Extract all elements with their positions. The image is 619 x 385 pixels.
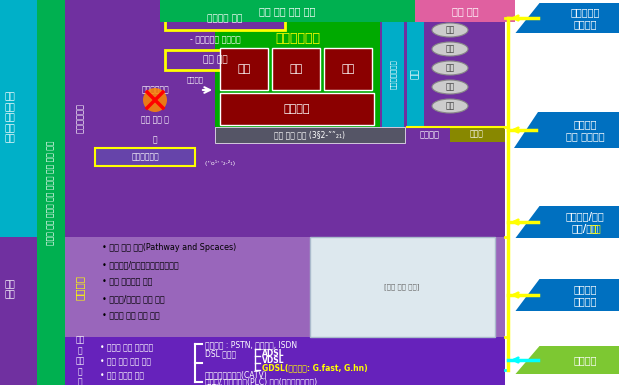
- Text: 방지주수설정: 방지주수설정: [131, 152, 159, 161]
- Bar: [220, 93, 374, 125]
- Text: 방송
통신
서비
스안
정화: 방송 통신 서비 스안 정화: [4, 93, 15, 143]
- Text: 일반시설요건: 일반시설요건: [76, 103, 85, 133]
- Ellipse shape: [432, 61, 468, 75]
- Text: 방출 위해 방: 방출 위해 방: [141, 116, 169, 124]
- Text: 방송통신설비: 방송통신설비: [275, 32, 321, 45]
- Text: 구내통신: 구내통신: [75, 275, 85, 300]
- Text: 지: 지: [153, 136, 157, 144]
- Text: 환경 요인: 환경 요인: [452, 6, 478, 16]
- Text: 지진: 지진: [446, 82, 454, 92]
- Polygon shape: [516, 206, 619, 238]
- Text: ('ˈo¹' '₂-²₁): ('ˈo¹' '₂-²₁): [205, 160, 235, 166]
- Text: 통합 보안: 통합 보안: [202, 55, 227, 65]
- Bar: [450, 127, 505, 142]
- Text: 접지: 접지: [589, 223, 601, 233]
- Polygon shape: [516, 3, 619, 33]
- Text: • 단말 최저 성능 요건: • 단말 최저 성능 요건: [100, 357, 151, 366]
- Text: 구내통신/선로
설비/접지: 구내통신/선로 설비/접지: [566, 211, 604, 233]
- Bar: [65, 237, 505, 337]
- Polygon shape: [516, 279, 619, 311]
- Text: 광단말/ 전력선통신(PLC) 모뎀(홈네트워크설비): 광단말/ 전력선통신(PLC) 모뎀(홈네트워크설비): [205, 377, 317, 385]
- Text: 안전신뢰성
기술기준: 안전신뢰성 기술기준: [570, 7, 600, 29]
- Text: 시설 조건 형성 (3§2-˜˜₂₁): 시설 조건 형성 (3§2-˜˜₂₁): [274, 131, 345, 139]
- Bar: [382, 22, 404, 127]
- Bar: [324, 48, 372, 90]
- Text: 전기안전: 전기안전: [573, 355, 597, 365]
- Bar: [0, 0, 37, 237]
- Text: • 구내통신/이동통신구내선로설비: • 구내통신/이동통신구내선로설비: [102, 260, 179, 269]
- Text: 신호전송: 신호전송: [186, 77, 204, 83]
- Text: GDSL(기가통신: G.fast, G.hn): GDSL(기가통신: G.fast, G.hn): [262, 363, 368, 372]
- Bar: [215, 22, 380, 127]
- Text: 기저통신 : PSTN, 모뎀통신, ISDN: 기저통신 : PSTN, 모뎀통신, ISDN: [205, 340, 297, 349]
- Text: 서비
스
단말
레
벨: 서비 스 단말 레 벨: [76, 336, 85, 385]
- Text: 단말장치
기술기준: 단말장치 기술기준: [573, 284, 597, 306]
- Bar: [165, 50, 265, 70]
- Text: • 설치 공간 확보(Pathway and Spcaces): • 설치 공간 확보(Pathway and Spcaces): [102, 243, 236, 252]
- Text: 단말: 단말: [341, 64, 355, 74]
- Ellipse shape: [432, 23, 468, 37]
- Text: VDSL: VDSL: [262, 356, 285, 365]
- Text: 수해: 수해: [446, 45, 454, 54]
- Text: 유선방송모뎀설비(CATV): 유선방송모뎀설비(CATV): [205, 370, 268, 379]
- Bar: [310, 237, 495, 337]
- Text: IPTV: IPTV: [205, 384, 222, 385]
- Bar: [160, 0, 415, 22]
- Text: 전력선: 전력선: [470, 129, 484, 139]
- Text: 인명
보호: 인명 보호: [4, 280, 15, 300]
- Text: • 사용 주파수 설정: • 사용 주파수 설정: [100, 371, 144, 380]
- Bar: [65, 0, 505, 237]
- Bar: [0, 237, 37, 385]
- Bar: [95, 148, 195, 166]
- Text: 운용 관리 요구 부문: 운용 관리 요구 부문: [259, 6, 315, 16]
- Text: DSL 서비스: DSL 서비스: [205, 349, 236, 358]
- Ellipse shape: [432, 80, 468, 94]
- Text: 선로설비: 선로설비: [284, 104, 310, 114]
- Text: ADSL: ADSL: [262, 349, 285, 358]
- Text: • 업무용/주거용 건물 공간: • 업무용/주거용 건물 공간: [102, 294, 165, 303]
- Text: 방송통신설비: 방송통신설비: [141, 85, 169, 94]
- Bar: [272, 48, 320, 90]
- Text: 전자유도: 전자유도: [420, 131, 440, 139]
- Ellipse shape: [432, 99, 468, 113]
- Text: • 이용자 제공 서비스별: • 이용자 제공 서비스별: [100, 343, 154, 352]
- Text: 통신규약 경쟁: 통신규약 경쟁: [207, 15, 243, 23]
- Text: 화재: 화재: [446, 102, 454, 110]
- Text: 설비시스템보호: 설비시스템보호: [390, 59, 396, 89]
- Bar: [215, 127, 405, 143]
- Text: 재해: 재해: [410, 69, 420, 79]
- Bar: [65, 337, 505, 385]
- Text: 서비스 발전 수용를 위한 물리적 제공 여건 확보: 서비스 발전 수용를 위한 물리적 제공 여건 확보: [46, 141, 56, 245]
- Text: [구내 배선 도면]: [구내 배선 도면]: [384, 284, 420, 290]
- Circle shape: [143, 88, 167, 112]
- Polygon shape: [516, 346, 619, 374]
- Text: • 건물 간선계의 형성: • 건물 간선계의 형성: [102, 277, 152, 286]
- Bar: [220, 48, 268, 90]
- Text: 전송: 전송: [237, 64, 251, 74]
- Bar: [415, 0, 515, 22]
- Text: 낙뢰: 낙뢰: [446, 64, 454, 72]
- Bar: [407, 22, 424, 127]
- Text: • 세대내 수용 구조 요구: • 세대내 수용 구조 요구: [102, 311, 160, 320]
- Ellipse shape: [432, 42, 468, 56]
- Polygon shape: [514, 112, 619, 148]
- Bar: [37, 0, 65, 385]
- Text: - 제조시장의 공정경쟁: - 제조시장의 공정경쟁: [190, 35, 241, 44]
- Bar: [165, 8, 285, 30]
- Text: 전력유도
대책 기술기준: 전력유도 대책 기술기준: [566, 119, 604, 141]
- Text: 교환: 교환: [289, 64, 303, 74]
- Text: 풍해: 풍해: [446, 25, 454, 35]
